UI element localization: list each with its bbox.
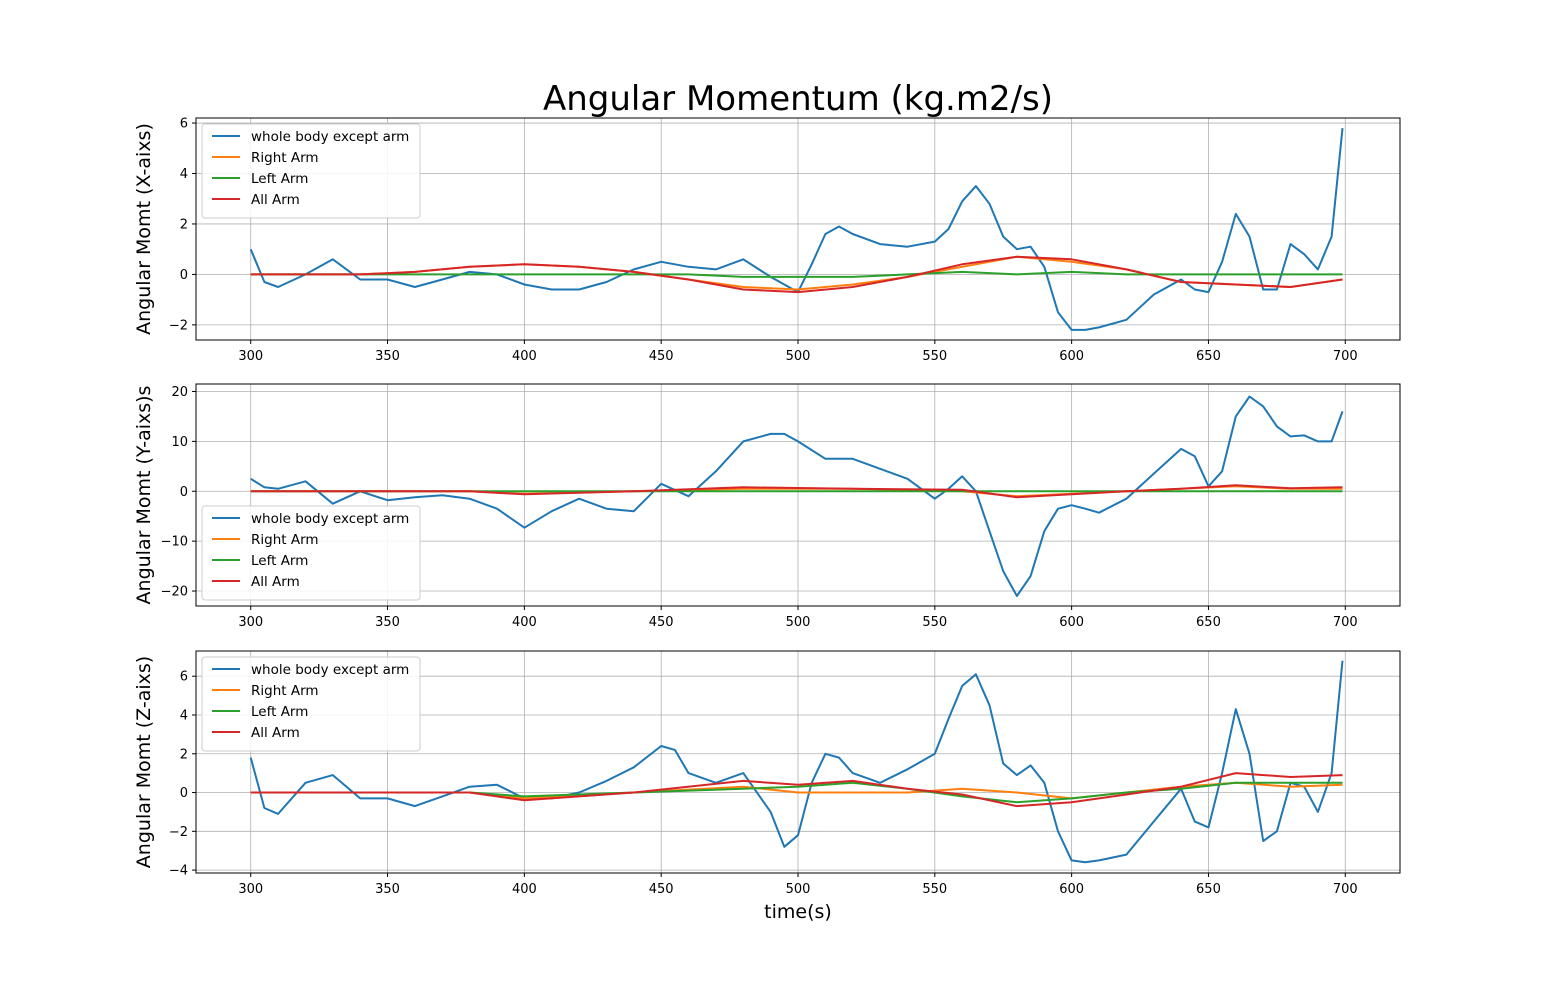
legend-label: Right Arm [251,532,319,548]
x-tick-label: 550 [922,349,947,364]
legend-label: whole body except arm [251,662,409,678]
subplot-3: 300 350 400 450 500 550 600 650 700 −4 −2 0 2 4 6 Angul… [133,650,1401,923]
y-tick-label: 6 [180,117,188,132]
y-tick-label: 4 [180,167,188,182]
series-line-whole-body-except-arm [249,660,1344,864]
y-tick-label: 6 [180,670,188,685]
legend-box [201,505,421,601]
x-tick-label: 500 [786,882,811,897]
y-tick-label: 0 [180,485,188,500]
x-tick-label: 600 [1059,615,1084,630]
y-tick-label: 10 [171,435,188,450]
legend-label: whole body except arm [251,511,409,527]
x-tick-label: 500 [786,615,811,630]
x-tick-label: 450 [649,615,674,630]
legend-label: All Arm [251,574,300,590]
y-tick-label: 4 [180,708,188,723]
y-axis-label: Angular Momt (Y-aixs)s [133,386,155,605]
x-tick-label: 400 [512,349,537,364]
series-line-whole-body-except-arm [249,128,1344,331]
series-group [249,660,1344,864]
legend-label: Left Arm [251,704,308,720]
x-tick-label: 500 [786,349,811,364]
x-tick-label: 400 [512,615,537,630]
x-tick-label: 300 [238,882,263,897]
series-line-whole-body-except-arm [250,395,1344,597]
x-tick-label: 700 [1333,882,1358,897]
x-tick-label: 650 [1196,349,1221,364]
x-tick-label: 450 [649,882,674,897]
series-line-left-arm [250,270,1343,278]
y-tick-label: −2 [169,825,188,840]
series-group [249,128,1344,331]
series-line-all-arm [250,484,1343,499]
figure-title: Angular Momentum (kg.m2/s) [543,79,1053,119]
x-tick-label: 350 [375,882,400,897]
legend-label: All Arm [251,725,300,741]
x-tick-label: 350 [375,615,400,630]
legend-label: whole body except arm [251,129,409,145]
y-tick-label: −20 [161,585,188,600]
legend: whole body except arm Right Arm Left Arm Al… [201,505,421,601]
y-axis-label: Angular Momt (Z-aixs) [133,656,155,868]
x-tick-label: 350 [375,349,400,364]
y-tick-label: 2 [180,217,188,232]
y-tick-label: −10 [161,535,188,550]
legend: whole body except arm Right Arm Left Arm Al… [201,656,421,752]
legend-label: Left Arm [251,171,308,187]
x-tick-label: 300 [238,349,263,364]
legend-box [201,123,421,219]
series-line-all-arm [250,255,1343,294]
y-tick-label: −2 [169,318,188,333]
x-tick-label: 550 [922,615,947,630]
x-tick-label: 700 [1333,349,1358,364]
x-tick-label: 700 [1333,615,1358,630]
subplot-2: 300 350 400 450 500 550 600 650 700 −20 −10 0 10 20 An… [133,383,1401,630]
x-tick-label: 450 [649,349,674,364]
x-tick-label: 300 [238,615,263,630]
y-tick-label: −4 [169,864,188,879]
series-group [250,395,1344,597]
legend-label: Right Arm [251,683,319,699]
series-line-right-arm [250,781,1343,800]
x-tick-label: 600 [1059,882,1084,897]
y-tick-label: 2 [180,747,188,762]
x-tick-label: 600 [1059,349,1084,364]
legend: whole body except arm Right Arm Left Arm Al… [201,123,421,219]
legend-label: Right Arm [251,150,319,166]
x-tick-label: 550 [922,882,947,897]
series-line-all-arm [250,772,1343,808]
y-axis-label: Angular Momt (X-aixs) [133,123,155,335]
y-tick-label: 0 [180,268,188,283]
y-tick-label: 20 [171,385,188,400]
y-tick-label: 0 [180,786,188,801]
legend-label: Left Arm [251,553,308,569]
legend-box [201,656,421,752]
x-tick-label: 650 [1196,615,1221,630]
subplots: 300 350 400 450 500 550 600 650 700−20246Angular… [133,117,1401,923]
subplot-1: 300 350 400 450 500 550 600 650 700 −2 0 2 4 6 Angular… [133,117,1401,364]
x-tick-label: 400 [512,882,537,897]
x-axis-label: time(s) [764,901,832,923]
x-tick-label: 650 [1196,882,1221,897]
legend-label: All Arm [251,192,300,208]
